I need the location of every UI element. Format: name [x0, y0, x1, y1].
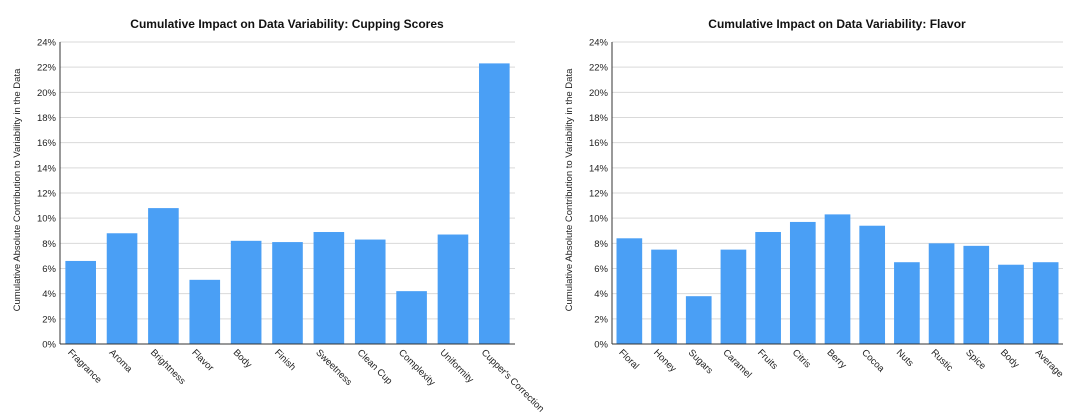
bar: [1032, 262, 1059, 344]
y-tick-label: 16%: [37, 138, 57, 149]
x-tick-label: Finish: [272, 347, 298, 373]
x-tick-label: Average: [1033, 347, 1066, 380]
x-tick-label: Rustic: [929, 347, 956, 374]
y-tick-label: 6%: [594, 264, 608, 275]
x-tick-label: Sweetness: [313, 347, 354, 388]
bar: [755, 232, 781, 344]
x-tick-label: Berry: [825, 347, 849, 371]
x-tick-label: Uniformity: [438, 347, 476, 385]
bar: [189, 279, 221, 344]
x-tick-label: Clean Cup: [355, 347, 395, 387]
y-tick-label: 4%: [594, 289, 608, 300]
x-tick-label: Body: [998, 347, 1021, 370]
y-tick-label: 12%: [589, 189, 609, 200]
bar: [272, 242, 303, 344]
x-tick-label: Brightness: [148, 347, 188, 387]
bar: [963, 245, 990, 344]
y-tick-label: 0%: [594, 340, 608, 351]
bar: [437, 234, 469, 344]
bar: [685, 296, 712, 344]
bar: [396, 291, 427, 344]
chart-title: Cumulative Impact on Data Variability: C…: [130, 17, 444, 31]
chart-title: Cumulative Impact on Data Variability: F…: [708, 17, 966, 31]
y-tick-label: 8%: [594, 239, 608, 250]
y-tick-label: 4%: [42, 289, 56, 300]
x-tick-label: Body: [231, 347, 254, 370]
x-tick-label: Caramel: [720, 347, 753, 380]
y-tick-label: 22%: [37, 63, 57, 74]
x-tick-label: Complexity: [396, 347, 437, 388]
chart-cupping-scores: Cumulative Impact on Data Variability: C…: [12, 17, 546, 415]
y-tick-label: 2%: [42, 314, 56, 325]
bar: [720, 249, 747, 344]
chart-flavor: Cumulative Impact on Data Variability: F…: [564, 17, 1065, 381]
x-tick-label: Nuts: [894, 347, 916, 369]
x-tick-label: Sugars: [686, 347, 715, 376]
bar: [998, 264, 1024, 344]
y-tick-label: 18%: [37, 113, 57, 124]
bar: [789, 221, 816, 344]
x-tick-label: Spice: [963, 347, 988, 372]
y-tick-label: 24%: [37, 38, 57, 49]
y-tick-label: 6%: [42, 264, 56, 275]
bar: [859, 225, 886, 344]
x-tick-label: Cupper's Correction: [479, 347, 546, 414]
bar: [824, 214, 851, 344]
y-tick-label: 18%: [589, 113, 609, 124]
bar: [894, 262, 920, 344]
x-tick-label: Fragrance: [65, 347, 103, 385]
y-tick-label: 2%: [594, 314, 608, 325]
y-tick-label: 20%: [589, 88, 609, 99]
y-axis-label: Cumulative Absolute Contribution to Vari…: [564, 68, 575, 311]
x-tick-label: Floral: [616, 347, 641, 372]
x-tick-label: Citris: [790, 347, 813, 370]
y-tick-label: 22%: [589, 63, 609, 74]
x-tick-label: Cocoa: [859, 347, 887, 375]
y-tick-label: 24%: [589, 38, 609, 49]
bar: [651, 249, 677, 344]
y-tick-label: 14%: [589, 163, 609, 174]
y-tick-label: 12%: [37, 189, 57, 200]
y-tick-label: 16%: [589, 138, 609, 149]
bar: [313, 232, 345, 344]
bar: [65, 260, 96, 344]
y-tick-label: 10%: [589, 214, 609, 225]
bar: [354, 239, 386, 344]
bar: [106, 233, 138, 344]
x-tick-label: Honey: [651, 347, 678, 374]
y-tick-label: 20%: [37, 88, 57, 99]
x-tick-label: Fruits: [755, 347, 780, 372]
x-tick-label: Flavor: [189, 347, 215, 373]
bar: [479, 63, 510, 345]
bar: [230, 240, 262, 344]
y-tick-label: 8%: [42, 239, 56, 250]
y-axis-label: Cumulative Absolute Contribution to Vari…: [12, 68, 23, 311]
y-tick-label: 14%: [37, 163, 57, 174]
bar: [616, 238, 643, 344]
bar: [928, 243, 955, 344]
y-tick-label: 10%: [37, 214, 57, 225]
bar: [148, 208, 179, 344]
x-tick-label: Aroma: [107, 347, 135, 375]
y-tick-label: 0%: [42, 340, 56, 351]
